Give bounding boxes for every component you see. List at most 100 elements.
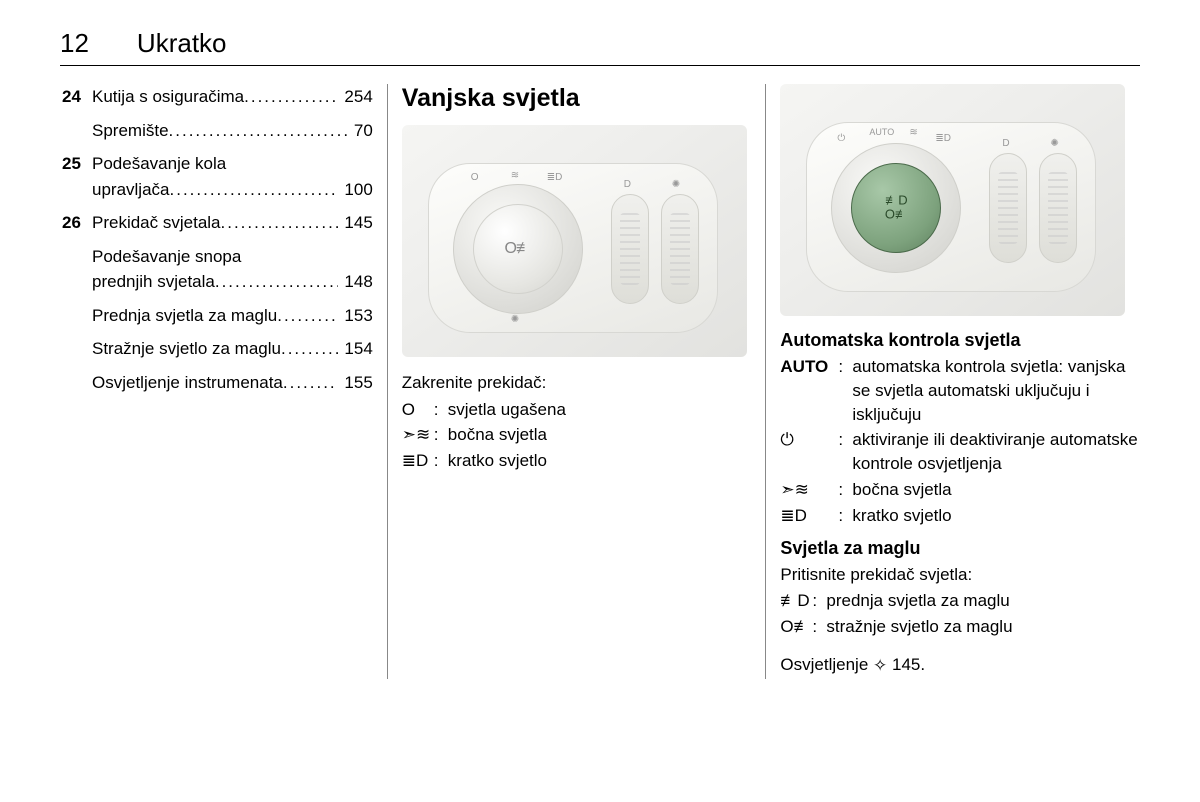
symbol-icon: ≢D <box>780 589 812 613</box>
toc-row: 24Kutija s osiguračima254 <box>62 84 373 110</box>
columns: 24Kutija s osiguračima254Spremište7025Po… <box>48 84 1152 679</box>
toc-row: Osvjetljenje instrumenata155 <box>62 370 373 396</box>
exterior-lights-heading: Vanjska svjetla <box>402 84 752 113</box>
symbol-row: O:svjetla ugašena <box>402 398 752 422</box>
page-number: 12 <box>60 28 89 59</box>
symbol-colon: : <box>434 449 448 473</box>
symbol-row: ≢D:prednja svjetla za maglu <box>780 589 1138 613</box>
dial-mark-side: ≋ <box>909 127 917 138</box>
symbol-row: AUTO:automatska kontrola svjetla: vanjsk… <box>780 355 1138 426</box>
symbol-colon: : <box>838 355 852 426</box>
toc-item-page: 254 <box>338 84 372 110</box>
toc-item-page: 153 <box>338 303 372 329</box>
symbol-row: ⏻:aktiviranje ili deaktiviranje automats… <box>780 428 1138 476</box>
toc-item-page: 145 <box>338 210 372 236</box>
symbol-colon: : <box>812 589 826 613</box>
symbol-description: kratko svjetlo <box>852 504 1138 528</box>
symbol-description: stražnje svjetlo za maglu <box>826 615 1138 639</box>
toc-row: 26Prekidač svjetala145 <box>62 210 373 236</box>
lighting-reference: Osvjetljenje ✧ 145. <box>780 653 1138 678</box>
light-switch-panel: O≢ O ≋ ≣D ✺ D ✺ <box>428 163 718 333</box>
thumbwheel-icon: D <box>1002 138 1009 149</box>
toc-row: 25Podešavanje kolaupravljača100 <box>62 151 373 202</box>
dial-mark-side: ≋ <box>511 170 519 181</box>
toc-item-page: 154 <box>338 336 372 362</box>
rotate-switch-label: Zakrenite prekidač: <box>402 371 752 396</box>
toc-item-text: prednjih svjetala <box>92 269 338 295</box>
light-switch-image-basic: O≢ O ≋ ≣D ✺ D ✺ <box>402 125 747 357</box>
symbol-description: bočna svjetla <box>852 478 1138 502</box>
symbol-icon: ≣D <box>402 449 434 473</box>
thumbwheel-icon: D <box>624 179 631 190</box>
toc-item-text: Kutija s osiguračima <box>92 84 338 110</box>
dial-mark-power: ⏻ <box>837 133 845 144</box>
toc-item-text: Podešavanje kola <box>92 151 373 177</box>
instrument-light-thumbwheel: ✺ <box>1039 153 1077 263</box>
exterior-lights-column: Vanjska svjetla O≢ O ≋ ≣D ✺ D ✺ <box>387 84 766 679</box>
symbol-description: aktiviranje ili deaktiviranje automatske… <box>852 428 1138 476</box>
toc-item-text: Podešavanje snopa <box>92 244 373 270</box>
dial-mark-low: ≣D <box>547 172 563 183</box>
instrument-light-thumbwheel: ✺ <box>661 194 699 304</box>
fog-light-icon: O≢ <box>505 240 531 258</box>
symbol-icon: ≣D <box>780 504 838 528</box>
symbol-row: ➣≋:bočna svjetla <box>402 423 752 447</box>
toc-item-page: 100 <box>338 177 372 203</box>
symbol-description: svjetla ugašena <box>448 398 752 422</box>
toc-item-number <box>62 244 92 295</box>
reference-arrow-icon: ✧ <box>873 654 887 679</box>
symbol-icon: ➣≋ <box>780 478 838 502</box>
toc-item-text: Osvjetljenje instrumenata <box>92 370 338 396</box>
symbol-row: ≣D:kratko svjetlo <box>780 504 1138 528</box>
toc-item-page: 155 <box>338 370 372 396</box>
toc-row: Podešavanje snopaprednjih svjetala148 <box>62 244 373 295</box>
light-dial-inner: O≢ <box>473 204 563 294</box>
ref-page: 145. <box>892 655 925 674</box>
toc-item-number <box>62 336 92 362</box>
section-title: Ukratko <box>137 28 227 59</box>
light-switch-panel-auto: ≢DO≢ ⏻ AUTO ≋ ≣D D ✺ <box>806 122 1096 292</box>
symbol-row: ➣≋:bočna svjetla <box>780 478 1138 502</box>
symbol-colon: : <box>838 504 852 528</box>
thumbwheel-icon: ✺ <box>1050 138 1058 149</box>
symbol-colon: : <box>434 398 448 422</box>
auto-light-column: ≢DO≢ ⏻ AUTO ≋ ≣D D ✺ Automatska kontrola… <box>765 84 1152 679</box>
symbol-icon: AUTO <box>780 355 838 426</box>
page-header: 12 Ukratko <box>60 28 1140 66</box>
toc-item-text: Spremište <box>92 118 348 144</box>
toc-item-page: 70 <box>348 118 373 144</box>
light-dial-inner-green: ≢DO≢ <box>851 163 941 253</box>
symbol-colon: : <box>838 478 852 502</box>
toc-item-page: 148 <box>338 269 372 295</box>
toc-row: Stražnje svjetlo za maglu154 <box>62 336 373 362</box>
toc-row: Spremište70 <box>62 118 373 144</box>
symbol-icon: O≢ <box>780 615 812 639</box>
fog-light-icon-stack: ≢DO≢ <box>885 194 908 223</box>
symbol-colon: : <box>434 423 448 447</box>
toc-item-number: 24 <box>62 84 92 110</box>
toc-item-number: 26 <box>62 210 92 236</box>
toc-column: 24Kutija s osiguračima254Spremište7025Po… <box>48 84 387 679</box>
toc-row: Prednja svjetla za maglu153 <box>62 303 373 329</box>
toc-item-text: upravljača <box>92 177 338 203</box>
press-switch-label: Pritisnite prekidač svjetla: <box>780 563 1138 588</box>
fog-lights-heading: Svjetla za maglu <box>780 538 1138 559</box>
toc-item-number <box>62 370 92 396</box>
toc-item-text: Prekidač svjetala <box>92 210 338 236</box>
toc-item-text: Stražnje svjetlo za maglu <box>92 336 338 362</box>
symbol-description: bočna svjetla <box>448 423 752 447</box>
dial-mark-bottom: ✺ <box>511 314 519 325</box>
symbol-icon: ⏻ <box>780 428 838 476</box>
headlight-level-thumbwheel: D <box>611 194 649 304</box>
dial-mark-low: ≣D <box>935 133 951 144</box>
symbol-description: automatska kontrola svjetla: vanjska se … <box>852 355 1138 426</box>
symbol-row: ≣D:kratko svjetlo <box>402 449 752 473</box>
symbol-colon: : <box>838 428 852 476</box>
dial-mark-auto: AUTO <box>869 127 894 137</box>
symbol-colon: : <box>812 615 826 639</box>
dial-mark-off: O <box>471 172 479 183</box>
auto-light-heading: Automatska kontrola svjetla <box>780 330 1138 351</box>
toc-item-text: Prednja svjetla za maglu <box>92 303 338 329</box>
ref-text: Osvjetljenje <box>780 655 868 674</box>
toc-item-number: 25 <box>62 151 92 202</box>
